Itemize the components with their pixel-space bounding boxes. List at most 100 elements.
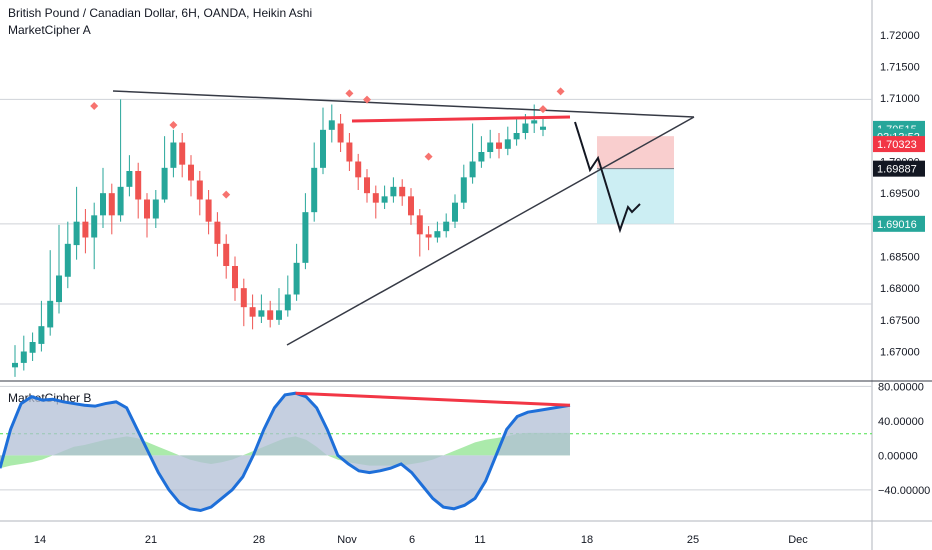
- time-tick-label: Dec: [788, 534, 808, 546]
- candle-body: [214, 221, 221, 244]
- candle-body: [364, 177, 370, 194]
- time-tick-label: 14: [34, 534, 46, 546]
- position-zones: [597, 136, 674, 224]
- stop-loss-zone: [597, 136, 674, 169]
- oscillator-tick-label: 80.00000: [878, 381, 924, 393]
- oscillator-tick-label: 0.00000: [878, 450, 918, 462]
- candle-body: [91, 215, 98, 238]
- candle-body: [328, 120, 335, 130]
- candle-body: [12, 362, 18, 368]
- candle-body: [144, 199, 150, 219]
- candle-body: [434, 231, 441, 238]
- oscillator-tick-label: 40.00000: [878, 416, 924, 428]
- candle-body: [276, 310, 282, 320]
- candle-body: [460, 177, 467, 203]
- sell-signal-diamond: [222, 190, 231, 199]
- candle-body: [408, 196, 414, 216]
- price-tick-label: 1.67000: [880, 347, 920, 359]
- candle-body: [161, 167, 168, 200]
- candle-body: [179, 142, 186, 165]
- drawing-tools: [112, 90, 695, 346]
- time-tick-label: 21: [145, 534, 157, 546]
- candle-body: [223, 243, 230, 266]
- price-tag-label: 1.70323: [877, 139, 917, 151]
- price-tag-label: 1.69016: [877, 219, 917, 231]
- candle-body: [355, 161, 362, 178]
- candle-body: [504, 139, 511, 149]
- price-tag-bg: [873, 215, 925, 232]
- candle-body: [38, 326, 45, 344]
- candle-body: [205, 199, 212, 222]
- price-tag: 1.69887: [873, 160, 925, 177]
- price-tick-label: 1.67500: [880, 315, 920, 327]
- indicator-a-label: MarketCipher A: [8, 23, 91, 37]
- price-tick-label: 1.68000: [880, 283, 920, 295]
- time-axis[interactable]: 14 21 28 Nov 6 11 18 25 Dec: [34, 534, 808, 546]
- candle-body: [100, 193, 106, 216]
- candle-body: [117, 186, 124, 216]
- time-tick-label: 25: [687, 534, 699, 546]
- candle-body: [249, 307, 256, 317]
- candle-body: [416, 215, 423, 235]
- candle-body: [513, 133, 520, 140]
- candle-body: [496, 142, 502, 149]
- oscillator-tick-label: −40.00000: [878, 485, 930, 497]
- candle-body: [108, 193, 115, 216]
- sell-signal-diamond: [556, 87, 565, 96]
- candle-body: [188, 164, 194, 181]
- candle-body: [337, 123, 344, 143]
- price-tick-label: 1.68500: [880, 252, 920, 264]
- candle-body: [443, 221, 450, 232]
- candle-body: [390, 186, 397, 197]
- candle-body: [82, 221, 89, 238]
- candle-body: [452, 202, 458, 222]
- sell-signal-diamond: [424, 152, 433, 161]
- candle-body: [372, 193, 379, 203]
- resistance-line: [351, 115, 571, 123]
- sell-signal-diamond: [345, 89, 354, 98]
- price-tick-label: 1.71500: [880, 62, 920, 74]
- price-tick-label: 1.72000: [880, 30, 920, 42]
- price-tag-bg: [873, 160, 925, 177]
- sell-signal-diamond: [169, 121, 178, 129]
- candle-body: [522, 123, 529, 133]
- price-tag: 1.70323: [873, 136, 925, 153]
- candle-body: [170, 142, 177, 168]
- candle-body: [302, 212, 309, 263]
- candle-body: [126, 171, 133, 187]
- candle-body: [232, 266, 238, 289]
- chart-title: British Pound / Canadian Dollar, 6H, OAN…: [8, 6, 313, 20]
- candle-body: [196, 180, 203, 200]
- candle-body: [258, 310, 265, 317]
- price-tag-bg: [873, 136, 925, 153]
- candle-body: [29, 342, 36, 353]
- candle-body: [73, 221, 80, 246]
- candle-body: [425, 234, 432, 238]
- candle-body: [531, 120, 538, 124]
- candle-body: [346, 142, 353, 162]
- candle-body: [152, 199, 159, 219]
- time-tick-label: 6: [409, 534, 415, 546]
- price-tag: 1.69016: [873, 215, 925, 232]
- candle-body: [64, 243, 71, 277]
- price-tag-label: 1.69887: [877, 164, 917, 176]
- sell-signal-diamond: [90, 102, 99, 110]
- candle-body: [267, 310, 274, 320]
- oscillator-pane: 80.00000 40.00000 0.00000 −40.00000: [0, 381, 930, 513]
- sell-signal-diamond: [539, 105, 547, 114]
- wave-area: [0, 393, 570, 511]
- projection-path: [574, 121, 641, 234]
- candle-body: [478, 152, 485, 162]
- price-axis[interactable]: 1.720001.715001.710001.705001.700001.695…: [880, 30, 920, 359]
- divergence-line: [295, 391, 571, 407]
- sell-signal-markers: [90, 87, 565, 199]
- wave-line: [0, 391, 571, 513]
- candle-body: [487, 142, 494, 152]
- candle-body: [135, 171, 142, 200]
- candle-body: [240, 288, 247, 308]
- take-profit-zone: [597, 168, 674, 224]
- candle-body: [399, 186, 406, 197]
